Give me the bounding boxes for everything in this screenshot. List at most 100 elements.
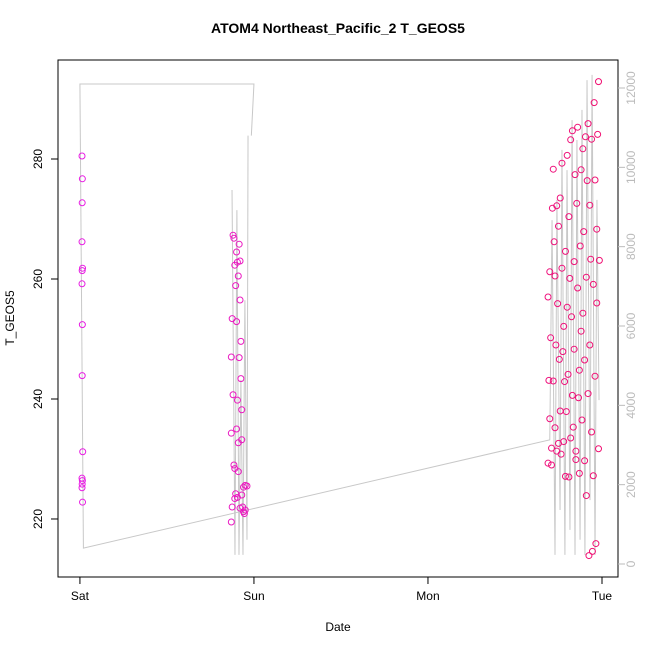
data-point bbox=[237, 375, 245, 383]
data-point bbox=[574, 123, 582, 131]
y2-tick-label: 12000 bbox=[624, 71, 638, 105]
data-point bbox=[243, 482, 251, 490]
data-point bbox=[78, 267, 86, 275]
y2-tick-label: 0 bbox=[624, 560, 638, 567]
altitude-line bbox=[79, 74, 600, 555]
data-point bbox=[594, 130, 602, 138]
data-point bbox=[240, 510, 248, 518]
data-point bbox=[79, 498, 87, 506]
plot-frame bbox=[57, 59, 619, 578]
data-point bbox=[546, 268, 554, 276]
data-point bbox=[562, 408, 570, 416]
data-point bbox=[557, 450, 565, 458]
data-point bbox=[558, 264, 566, 272]
x-tick-label: Sun bbox=[243, 589, 264, 603]
data-point bbox=[565, 213, 573, 221]
data-point bbox=[588, 547, 596, 555]
chart-title: ATOM4 Northeast_Pacific_2 T_GEOS5 bbox=[211, 20, 465, 36]
x-tick-label: Sat bbox=[71, 589, 90, 603]
data-point bbox=[546, 415, 554, 423]
data-point bbox=[575, 366, 583, 374]
data-point bbox=[595, 445, 603, 453]
data-point bbox=[234, 272, 242, 280]
data-point bbox=[229, 391, 237, 399]
data-point bbox=[581, 356, 589, 364]
data-point bbox=[78, 477, 86, 485]
data-point bbox=[79, 264, 87, 272]
data-point bbox=[233, 318, 241, 326]
data-point bbox=[586, 201, 594, 209]
data-point bbox=[550, 238, 558, 246]
data-point bbox=[553, 202, 561, 210]
data-point bbox=[579, 309, 587, 317]
data-point bbox=[556, 194, 564, 202]
data-point bbox=[78, 199, 86, 207]
data-point bbox=[549, 377, 557, 385]
y2-tick-label: 4000 bbox=[624, 392, 638, 419]
data-point bbox=[581, 457, 589, 465]
data-point bbox=[569, 423, 577, 431]
data-point bbox=[595, 78, 603, 86]
data-point bbox=[584, 390, 592, 398]
data-point bbox=[579, 145, 587, 153]
data-point bbox=[554, 222, 562, 230]
plot-area bbox=[79, 74, 600, 555]
data-point bbox=[590, 99, 598, 107]
data-point bbox=[0, 267, 3, 273]
data-point bbox=[227, 429, 235, 437]
data-point bbox=[577, 166, 585, 174]
data-point bbox=[233, 248, 241, 256]
data-point bbox=[0, 215, 3, 221]
data-point bbox=[561, 378, 569, 386]
y-tick-label: 240 bbox=[31, 389, 45, 409]
data-point bbox=[580, 228, 588, 236]
data-point bbox=[229, 231, 237, 239]
data-point bbox=[231, 465, 239, 473]
data-point bbox=[577, 327, 585, 335]
data-point bbox=[581, 133, 589, 141]
data-point bbox=[232, 282, 240, 290]
data-point bbox=[558, 159, 566, 167]
data-point bbox=[551, 272, 559, 280]
data-point bbox=[544, 459, 552, 467]
y2-tick-label: 6000 bbox=[624, 312, 638, 339]
data-point bbox=[234, 439, 242, 447]
data-point bbox=[555, 355, 563, 363]
data-point bbox=[576, 242, 584, 250]
y-tick-label: 280 bbox=[31, 149, 45, 169]
data-point bbox=[585, 552, 593, 560]
data-point bbox=[230, 461, 238, 469]
data-point bbox=[568, 391, 576, 399]
y-tick-label: 220 bbox=[31, 509, 45, 529]
data-point bbox=[227, 518, 235, 526]
data-point bbox=[559, 348, 567, 356]
data-point bbox=[236, 257, 244, 265]
data-point bbox=[236, 296, 244, 304]
data-point bbox=[592, 540, 600, 548]
x-tick-label: Tue bbox=[592, 589, 613, 603]
data-point bbox=[584, 120, 592, 128]
data-point bbox=[575, 469, 583, 477]
data-point bbox=[236, 504, 244, 512]
data-point bbox=[582, 273, 590, 281]
x-tick-label: Mon bbox=[416, 589, 439, 603]
y2-tick-label: 10000 bbox=[624, 150, 638, 184]
data-point bbox=[589, 280, 597, 288]
data-point bbox=[567, 136, 575, 144]
data-point bbox=[571, 171, 579, 179]
data-point bbox=[78, 321, 86, 329]
data-point bbox=[233, 396, 241, 404]
data-point bbox=[78, 152, 86, 160]
data-point bbox=[593, 299, 601, 307]
data-point bbox=[583, 177, 591, 185]
data-point bbox=[78, 175, 86, 183]
data-point bbox=[227, 353, 235, 361]
data-point bbox=[78, 238, 86, 246]
y2-tick-label: 8000 bbox=[624, 233, 638, 260]
data-point bbox=[544, 293, 552, 301]
data-point bbox=[568, 313, 576, 321]
data-point bbox=[235, 240, 243, 248]
data-point bbox=[573, 199, 581, 207]
data-point bbox=[547, 334, 555, 342]
data-point bbox=[560, 438, 568, 446]
